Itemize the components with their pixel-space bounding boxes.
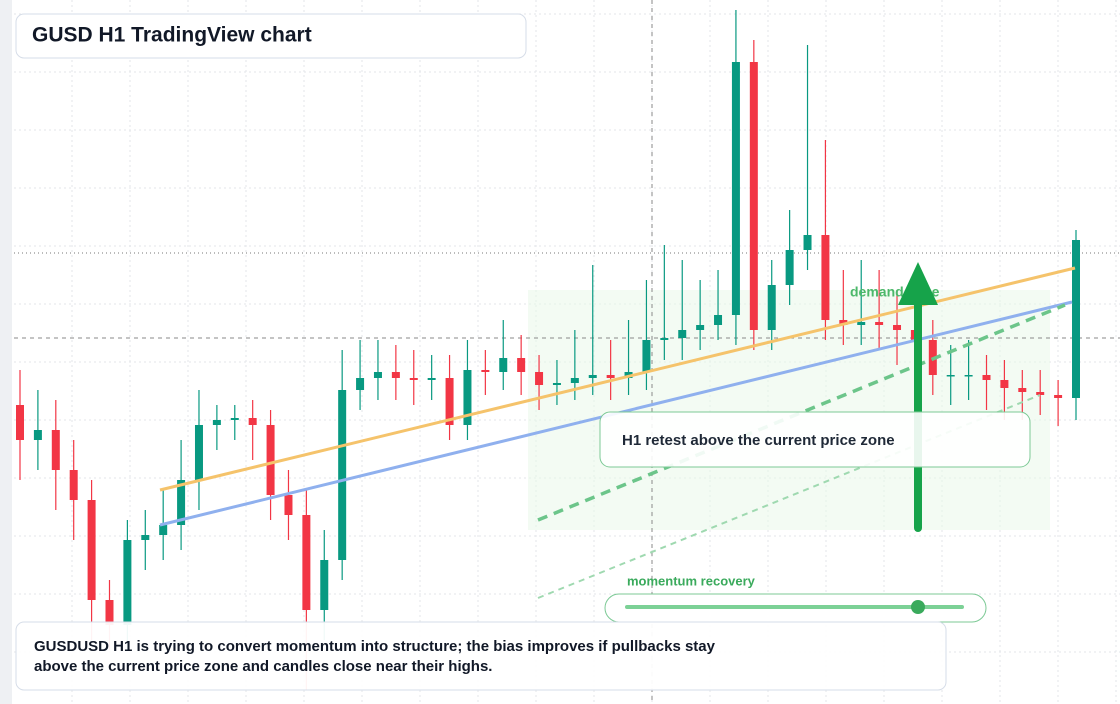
candle-body xyxy=(1054,395,1063,398)
candle-body xyxy=(499,358,508,372)
candle-body xyxy=(463,370,472,425)
candle-body xyxy=(51,430,60,470)
candle-body xyxy=(481,370,490,372)
candle-body xyxy=(230,418,239,420)
candle-body xyxy=(893,325,902,330)
candle-body xyxy=(16,405,24,440)
candle-body xyxy=(749,62,758,330)
candle-body xyxy=(517,358,526,372)
candle-body xyxy=(660,338,669,340)
note-box xyxy=(15,621,947,691)
candle-body xyxy=(123,540,132,625)
candle-body xyxy=(982,375,991,380)
callout-box xyxy=(599,411,1031,468)
candle-body xyxy=(159,525,168,535)
candle-body xyxy=(284,495,293,515)
candle-body xyxy=(409,378,418,380)
candle-body xyxy=(1018,388,1027,392)
left-edge xyxy=(0,0,12,704)
trendline-green xyxy=(537,303,1066,522)
candle-body xyxy=(445,378,454,425)
candle-body xyxy=(266,425,275,495)
candle-body xyxy=(302,515,311,610)
slider-label: momentum recovery xyxy=(627,573,756,588)
candle-body xyxy=(427,378,436,380)
candle-body xyxy=(857,322,866,325)
candle-body xyxy=(821,235,830,320)
candle-body xyxy=(1036,392,1045,395)
arrow-head xyxy=(898,262,938,305)
candle-body xyxy=(606,375,615,378)
candle-body xyxy=(839,320,848,325)
note-line: GUSDUSD H1 is trying to convert momentum… xyxy=(34,638,716,655)
candle-body xyxy=(588,375,597,378)
candle-body xyxy=(194,425,203,480)
candle-body xyxy=(803,235,812,250)
candle-body xyxy=(731,62,740,315)
candle-body xyxy=(87,500,96,600)
candle-body xyxy=(105,600,114,625)
candle-body xyxy=(714,315,723,325)
candle-body xyxy=(69,470,78,500)
candle-body xyxy=(552,383,561,385)
candle-body xyxy=(678,330,687,338)
candle-body xyxy=(785,250,794,285)
title-box xyxy=(15,13,527,59)
candle-body xyxy=(1072,240,1080,398)
candle-body xyxy=(141,535,150,540)
candles xyxy=(16,10,1080,690)
candle-body xyxy=(320,560,329,610)
candle-body xyxy=(964,375,973,377)
candle-body xyxy=(875,322,884,325)
candle-body xyxy=(391,372,400,378)
callout-text: H1 retest above the current price zone xyxy=(622,432,895,449)
candle-body xyxy=(767,285,776,330)
candle-body xyxy=(946,375,955,377)
candle-body xyxy=(696,325,705,330)
candle-body xyxy=(248,418,257,425)
candle-body xyxy=(338,390,347,560)
candle-body xyxy=(570,378,579,383)
note-line: above the current price zone and candles… xyxy=(34,658,492,675)
candle-body xyxy=(33,430,42,440)
candle-body xyxy=(1000,380,1009,388)
chart-title: GUSD H1 TradingView chart xyxy=(32,24,312,47)
candle-body xyxy=(373,372,382,378)
candle-body xyxy=(212,420,221,425)
slider-knob xyxy=(911,600,925,614)
candle-body xyxy=(535,372,544,385)
candle-body xyxy=(177,480,186,525)
candle-body xyxy=(356,378,365,390)
candle-body xyxy=(642,340,651,372)
